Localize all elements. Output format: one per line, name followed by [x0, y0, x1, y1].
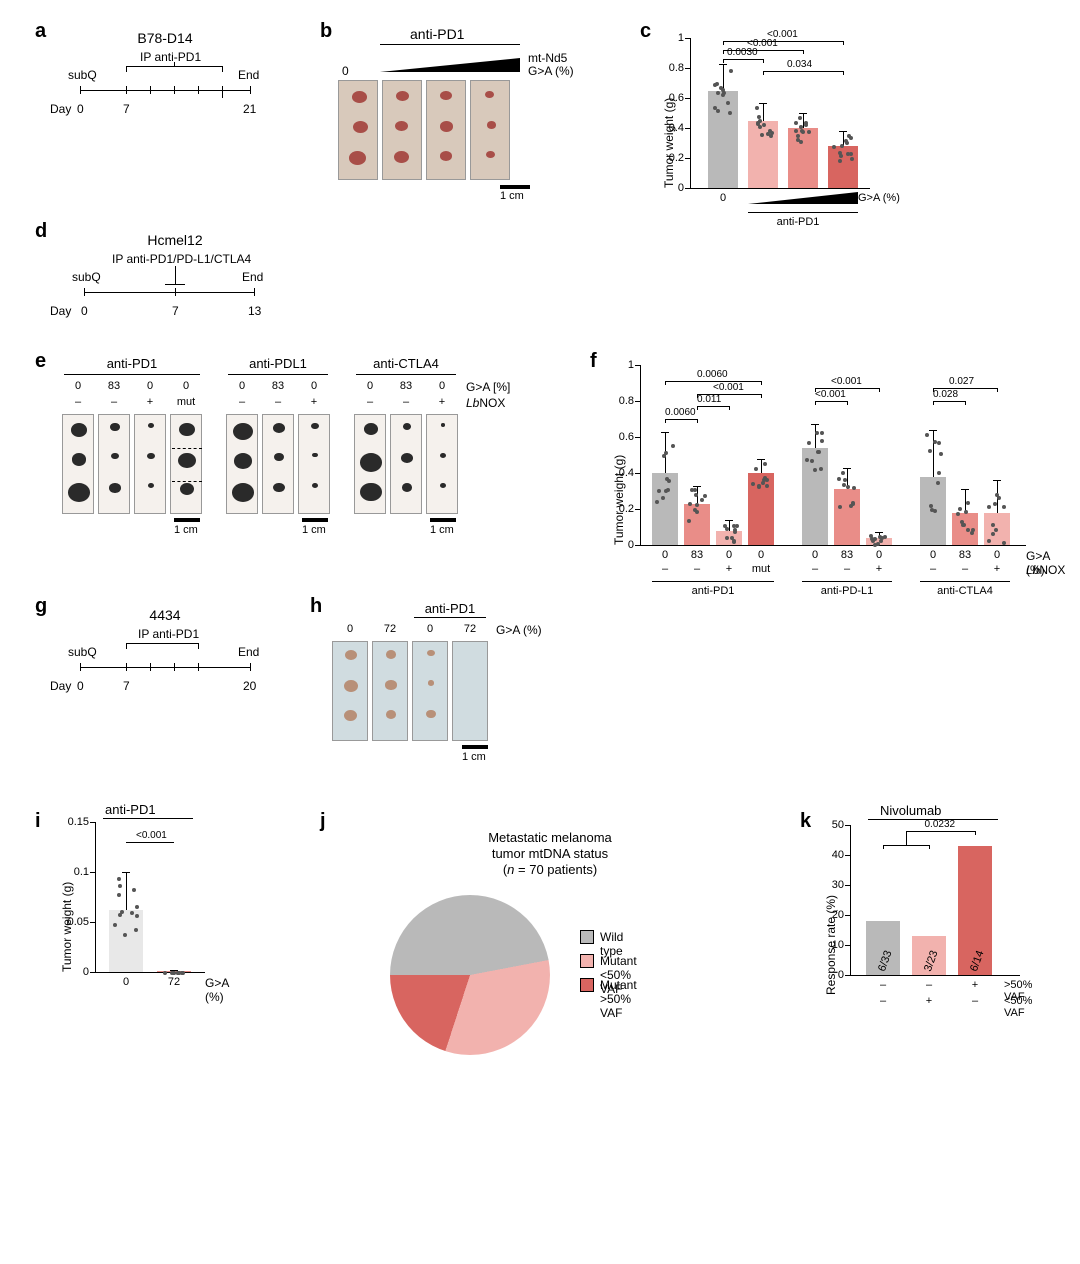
panel-j-title1: Metastatic melanoma — [350, 830, 750, 846]
panel-d-subq: subQ — [72, 270, 101, 284]
panel-c-ylabel: Tumor weight (g) — [662, 98, 676, 188]
panel-d-day13: 13 — [248, 304, 261, 318]
panel-g-day7: 7 — [123, 679, 130, 693]
panel-label-a: a — [35, 20, 46, 43]
panel-label-f: f — [590, 350, 597, 373]
group-header: anti-PD1 — [60, 356, 204, 371]
panel-d-day0: 0 — [81, 304, 88, 318]
panel-i-chart: Tumor weight (g) 00.050.10.15anti-PD1072… — [95, 822, 225, 1022]
tumor-photo — [226, 414, 258, 514]
panel-label-k: k — [800, 810, 811, 833]
panel-label-g: g — [35, 595, 47, 618]
tumor-photo — [170, 414, 202, 514]
panel-label-d: d — [35, 220, 47, 243]
tumor-photo — [412, 641, 448, 741]
panel-g-subq: subQ — [68, 645, 97, 659]
panel-b-ramp-label: mt-Nd5 G>A (%) — [528, 52, 574, 78]
panel-a-day7: 7 — [123, 102, 130, 116]
tumor-photo — [452, 641, 488, 741]
panel-label-c: c — [640, 20, 651, 43]
panel-g-day20: 20 — [243, 679, 256, 693]
legend-label: Mutant >50% VAF — [600, 978, 637, 1020]
ramp-icon — [380, 58, 520, 74]
panel-k-chart: Response rate (%) 01020304050Nivolumab6/… — [850, 825, 1050, 1055]
panel-g-day0: 0 — [77, 679, 84, 693]
panel-d-title: Hcmel12 — [60, 232, 290, 248]
bar — [708, 91, 738, 189]
panel-j-title2: tumor mtDNA status — [350, 846, 750, 862]
pie-chart — [390, 895, 550, 1055]
panel-d-treatment: IP anti-PD1/PD-L1/CTLA4 — [112, 252, 251, 266]
panel-j: Metastatic melanoma tumor mtDNA status (… — [350, 830, 750, 878]
bar — [788, 128, 818, 188]
panel-a: B78-D14 subQ IP anti-PD1 End Day 0 7 21 — [60, 30, 270, 130]
legend-swatch — [580, 930, 594, 944]
panel-g: 4434 subQ IP anti-PD1 End Day 0 7 20 — [60, 607, 270, 707]
panel-a-day-label: Day — [50, 102, 71, 116]
panel-c-chart: Tumor weight (g) 00.20.40.60.810.0030<0.… — [690, 38, 910, 238]
panel-b-header: anti-PD1 — [410, 26, 464, 42]
panel-g-treatment: IP anti-PD1 — [138, 627, 199, 641]
panel-f-chart: Tumor weight (g) 00.20.40.60.810–83–0+0m… — [640, 365, 1060, 615]
tumor-photo — [98, 414, 130, 514]
panel-label-h: h — [310, 595, 322, 618]
group-header: anti-CTLA4 — [352, 356, 460, 371]
panel-d-end: End — [242, 270, 263, 284]
panel-a-treatment: IP anti-PD1 — [140, 50, 201, 64]
panel-h: anti-PD1072072G>A (%)1 cm — [330, 605, 560, 775]
panel-label-j: j — [320, 810, 326, 833]
bar — [834, 489, 860, 545]
tumor-photo — [332, 641, 368, 741]
tumor-photo — [62, 414, 94, 514]
tumor-photo — [382, 80, 422, 180]
tumor-photo — [354, 414, 386, 514]
panel-d-day7: 7 — [172, 304, 179, 318]
panel-a-title: B78-D14 — [60, 30, 270, 46]
bar — [748, 121, 778, 189]
panel-g-title: 4434 — [60, 607, 270, 623]
legend-swatch — [580, 978, 594, 992]
bar — [828, 146, 858, 188]
tumor-photo — [426, 80, 466, 180]
tumor-photo — [298, 414, 330, 514]
panel-label-e: e — [35, 350, 46, 373]
bar — [652, 473, 678, 545]
panel-a-day0: 0 — [77, 102, 84, 116]
panel-d-day-label: Day — [50, 304, 71, 318]
tumor-photo — [390, 414, 422, 514]
panel-label-b: b — [320, 20, 332, 43]
tumor-photo — [470, 80, 510, 180]
panel-g-day-label: Day — [50, 679, 71, 693]
panel-g-end: End — [238, 645, 259, 659]
tumor-photo — [426, 414, 458, 514]
panel-e: anti-PD10–83–0+0mut1 cmanti-PDL10–83–0+1… — [60, 360, 580, 580]
panel-b-scale: 1 cm — [500, 190, 524, 202]
figure-root: a B78-D14 subQ IP anti-PD1 End Day 0 7 2… — [20, 20, 1060, 1244]
tumor-photo — [262, 414, 294, 514]
panel-a-subq: subQ — [68, 68, 97, 82]
legend-swatch — [580, 954, 594, 968]
panel-a-day21: 21 — [243, 102, 256, 116]
panel-j-title3: (n = 70 patients) — [350, 862, 750, 878]
tumor-photo — [134, 414, 166, 514]
bar — [802, 448, 828, 545]
bar — [109, 910, 143, 972]
panel-b-zero: 0 — [342, 64, 349, 78]
tumor-photo — [372, 641, 408, 741]
panel-d: Hcmel12 IP anti-PD1/PD-L1/CTLA4 subQ End… — [60, 232, 290, 332]
group-header: anti-PDL1 — [224, 356, 332, 371]
panel-label-i: i — [35, 810, 41, 833]
tumor-photo — [338, 80, 378, 180]
panel-a-end: End — [238, 68, 259, 82]
